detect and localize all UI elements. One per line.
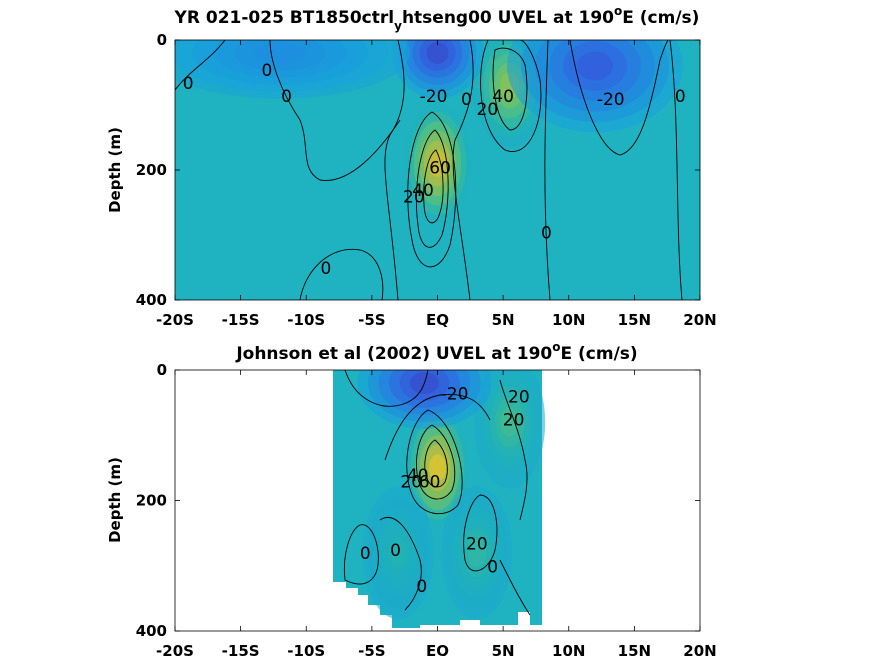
x-tick-label: 15N [618,642,651,656]
contour-label: 20 [508,388,530,408]
contour-label: 20 [466,534,488,554]
contour-label: 0 [461,90,472,110]
contour-label: 40 [492,87,514,107]
contour-line [344,370,429,407]
field-jet [467,538,487,568]
contour-label: 0 [183,74,194,94]
contour-line [269,40,401,181]
contour-line [415,129,449,248]
x-tick-label: -15S [222,311,260,329]
contour-line [423,149,444,224]
contour-label: 0 [541,223,552,243]
y-tick-label: 200 [136,161,167,179]
panel-1-contour-lines [175,40,683,300]
contour-label: 0 [487,557,498,577]
contour-label: 0 [416,577,427,597]
contour-label: 20 [400,472,422,492]
contour-line [499,379,528,521]
panel-1-y-axis-label: Depth (m) [106,127,124,213]
y-tick-label: 0 [157,361,167,379]
x-tick-label: -10S [287,642,325,656]
contour-label: 0 [261,61,272,81]
x-tick-label: EQ [426,311,449,329]
contour-label: 40 [407,466,429,486]
contour-label: -20 [597,90,625,110]
field-westward [255,42,305,64]
contour-label: 0 [675,87,686,107]
field-westward [577,51,613,81]
contour-line [175,40,226,91]
x-tick-label: 10N [552,642,585,656]
field-core [428,454,447,482]
x-tick-label: -10S [287,311,325,329]
contour-label: -20 [441,384,469,404]
contour-label: 60 [429,158,451,178]
x-tick-label: 20N [683,642,716,656]
x-tick-label: 20N [683,311,716,329]
y-tick-label: 200 [136,492,167,510]
contour-label: 20 [403,188,425,208]
x-tick-label: -5S [358,642,385,656]
contour-line [384,393,491,461]
contour-label: -20 [420,87,448,107]
y-tick-label: 400 [136,622,167,640]
field-jet [500,407,519,437]
contour-label: 20 [477,100,499,120]
contour-line [492,47,528,131]
contour-line [669,40,683,300]
x-tick-label: 15N [618,311,651,329]
contour-label: 0 [390,541,401,561]
y-tick-label: 0 [157,31,167,49]
contour-label: 40 [412,181,434,201]
x-tick-label: 5N [492,311,515,329]
x-tick-label: 10N [552,311,585,329]
contour-line [343,524,379,585]
contour-label: 0 [360,544,371,564]
field-westward [426,42,449,64]
contour-line [480,40,542,152]
panel-2-y-axis-label: Depth (m) [106,457,124,543]
contour-line [415,424,456,500]
x-tick-label: -15S [222,642,260,656]
contour-label: 0 [281,87,292,107]
contour-line [569,40,669,156]
contour-line [544,40,551,300]
contour-line [299,248,384,300]
contour-label: 20 [503,410,525,430]
field-jet [388,538,408,568]
x-tick-label: -5S [358,311,385,329]
contour-line [406,409,463,515]
panel-1-title: YR 021-025 BT1850ctrlyhtseng00 UVEL at 1… [174,4,700,33]
panel-2: Johnson et al (2002) UVEL at 190oE (cm/s… [106,340,717,656]
contour-line [499,559,531,616]
contour-line [384,40,405,300]
contour-line [424,439,448,488]
x-tick-label: EQ [426,642,449,656]
panel-1: YR 021-025 BT1850ctrlyhtseng00 UVEL at 1… [106,4,717,329]
contour-label: 0 [321,259,332,279]
contour-label: 60 [419,472,441,492]
contour-line [452,40,474,300]
x-tick-label: 5N [492,642,515,656]
panel-2-title: Johnson et al (2002) UVEL at 190oE (cm/s… [235,340,637,364]
panel-2-contour-lines [343,370,531,616]
x-tick-label: -20S [156,311,194,329]
contour-line [463,494,498,572]
x-tick-label: -20S [156,642,194,656]
contour-line [407,111,457,268]
contour-line [379,517,422,611]
y-tick-label: 400 [136,291,167,309]
